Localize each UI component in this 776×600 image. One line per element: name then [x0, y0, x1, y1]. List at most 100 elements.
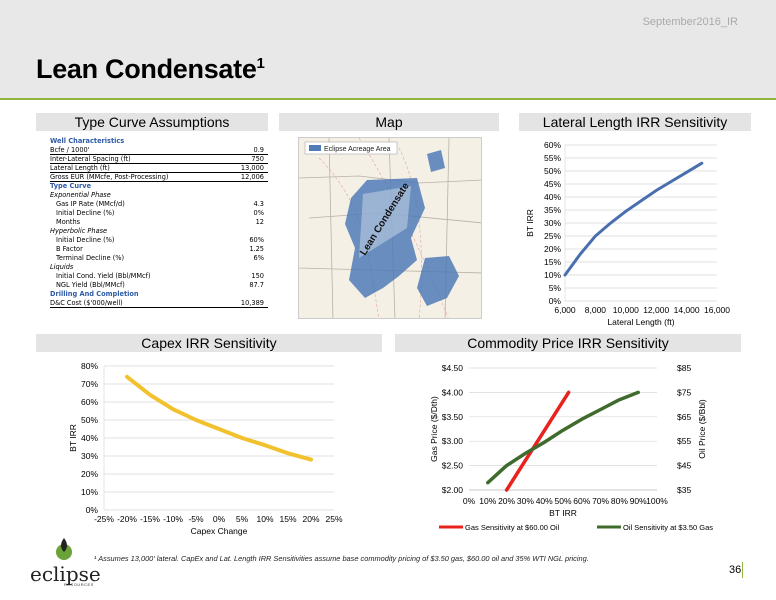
y2-tick-label: $35: [677, 485, 691, 495]
header-rule: [0, 98, 776, 100]
y2-tick-label: $85: [677, 363, 691, 373]
table-row: Initial Decline (%) 0%: [50, 209, 268, 218]
table-row: Drilling And Completion: [50, 290, 268, 299]
x-tick-label: 20%: [302, 514, 319, 524]
x-tick-label: 10%: [479, 496, 496, 506]
table-row-label: Initial Decline (%): [56, 236, 115, 244]
table-row-label: D&C Cost ($'000/well): [50, 299, 123, 307]
x-tick-label: 100%: [646, 496, 668, 506]
x-tick-label: 40%: [536, 496, 553, 506]
lateral-irr-chart: 0% 5% 10% 15% 20% 25% 30% 35% 40% 45% 50% 55% 60% 6,0…: [525, 140, 730, 327]
y-tick-label: 60%: [544, 140, 561, 150]
table-row-value: 87.7: [249, 281, 264, 289]
table-row-label: Bcfe / 1000': [50, 146, 90, 154]
legend-label-1: Oil Sensitivity at $3.50 Gas: [623, 523, 713, 532]
table-row-value: 0.9: [253, 146, 265, 154]
y-tick-label: 35%: [544, 205, 561, 215]
x-tick-label: 0%: [463, 496, 476, 506]
table-row-value: 150: [251, 272, 264, 280]
table-row-value: [264, 191, 268, 200]
table-row-label: Exponential Phase: [50, 191, 111, 199]
table-row: Hyperbolic Phase: [50, 227, 268, 236]
x-tick-label: 50%: [554, 496, 571, 506]
table-row: Exponential Phase: [50, 191, 268, 200]
y-tick-label: $3.00: [442, 436, 464, 446]
table-row: Inter-Lateral Spacing (ft) 750: [50, 155, 268, 164]
y-tick-label: 45%: [544, 179, 561, 189]
table-row: D&C Cost ($'000/well) 10,389: [50, 299, 268, 308]
table-row-label: Months: [56, 218, 81, 226]
series-line-0: [504, 390, 571, 492]
x-tick-label: 8,000: [585, 305, 607, 315]
table-row-value: 13,000: [240, 164, 264, 172]
table-row: Initial Decline (%) 60%: [50, 236, 268, 245]
x-tick-label: -15%: [140, 514, 160, 524]
acreage-area-south: [417, 256, 459, 306]
y-tick-label: 10%: [81, 487, 98, 497]
header-band: September2016_IR Lean Condensate1: [0, 0, 776, 98]
series-line-1: [486, 390, 640, 485]
table-row: Liquids: [50, 263, 268, 272]
y-tick-label: $2.50: [442, 461, 464, 471]
x-tick-label: -20%: [117, 514, 137, 524]
page-title-text: Lean Condensate: [36, 54, 257, 84]
table-row-value: 60%: [249, 236, 264, 244]
eclipse-logo: eclipse RESOURCES: [30, 536, 102, 587]
map-legend-text: Eclipse Acreage Area: [324, 146, 391, 153]
y-tick-label: 70%: [81, 379, 98, 389]
report-date: September2016_IR: [642, 16, 738, 28]
map-legend-swatch: [309, 145, 321, 151]
table-row-label: Initial Decline (%): [56, 209, 115, 217]
y2-tick-label: $55: [677, 436, 691, 446]
table-row: NGL Yield (Bbl/MMcf) 87.7: [50, 281, 268, 290]
logo-subtext: RESOURCES: [64, 582, 94, 587]
table-row-value: [264, 290, 268, 299]
type-curve-header: Type Curve Assumptions: [36, 113, 268, 131]
table-row-label: Terminal Decline (%): [56, 254, 125, 262]
commodity-header: Commodity Price IRR Sensitivity: [395, 334, 741, 352]
x-tick-label: 15%: [279, 514, 296, 524]
x-tick-label: 60%: [573, 496, 590, 506]
x-tick-label: -25%: [94, 514, 114, 524]
table-row-value: [264, 227, 268, 236]
x-tick-label: 10,000: [613, 305, 639, 315]
x-axis-label: BT IRR: [549, 508, 577, 518]
y-tick-label: 40%: [544, 192, 561, 202]
capex-irr-chart: 0% 10% 20% 30% 40% 50% 60% 70% 80% -25% -20% -15% -1…: [68, 361, 343, 536]
y-tick-label: 15%: [544, 257, 561, 267]
x-tick-label: 80%: [611, 496, 628, 506]
table-row-label: NGL Yield (Bbl/MMcf): [56, 281, 125, 289]
legend-label-0: Gas Sensitivity at $60.00 Oil: [465, 523, 560, 532]
y-tick-label: 50%: [544, 166, 561, 176]
acreage-area: [345, 178, 425, 298]
x-tick-label: 10%: [256, 514, 273, 524]
y-axis-label: BT IRR: [68, 424, 78, 452]
x-tick-label: 70%: [592, 496, 609, 506]
y-tick-label: 10%: [544, 270, 561, 280]
table-row-label: Gross EUR (MMcfe, Post-Processing): [50, 173, 169, 181]
x-tick-label: 20%: [498, 496, 515, 506]
capex-irr-line: [125, 374, 313, 462]
table-row-value: 750: [251, 155, 264, 163]
table-row: Bcfe / 1000' 0.9: [50, 146, 268, 155]
table-row: B Factor 1.25: [50, 245, 268, 254]
logo-mark-icon: [56, 538, 72, 560]
page-title: Lean Condensate1: [36, 54, 265, 85]
table-row-label: Initial Cond. Yield (Bbl/MMcf): [56, 272, 151, 280]
map-header: Map: [279, 113, 499, 131]
lean-condensate-overlay: [359, 186, 411, 258]
table-row: Type Curve: [50, 182, 268, 191]
table-row-label: Type Curve: [50, 182, 92, 190]
table-row: Months 12: [50, 218, 268, 227]
y-tick-label: 20%: [81, 469, 98, 479]
table-row-label: B Factor: [56, 245, 83, 253]
title-footnote-mark: 1: [256, 55, 265, 72]
table-row-value: 4.3: [253, 200, 265, 208]
table-row-label: Gas IP Rate (MMcf/d): [56, 200, 125, 208]
table-row-value: [264, 263, 268, 272]
x-tick-label: 16,000: [704, 305, 730, 315]
y2-axis-label: Oil Price ($/Bbl): [697, 399, 707, 459]
y-tick-label: 25%: [544, 231, 561, 241]
y-tick-label: 5%: [549, 283, 562, 293]
y-tick-label: $3.50: [442, 412, 464, 422]
